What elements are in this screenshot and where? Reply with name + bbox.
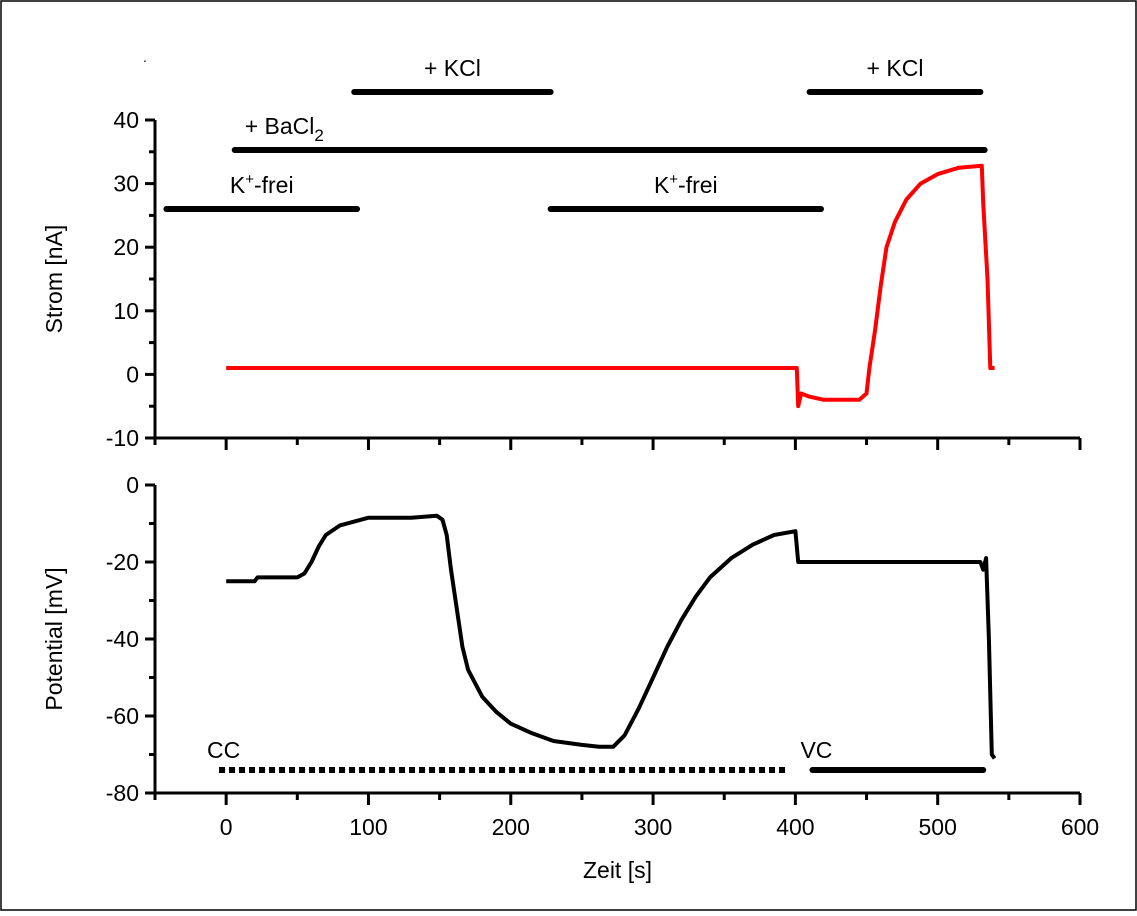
x-tick-label: 600	[1061, 814, 1099, 840]
y-tick-label: 40	[113, 107, 139, 133]
treatment-label: K+-frei	[654, 171, 718, 198]
y-tick-label: -80	[106, 780, 139, 806]
y-tick-label: -40	[106, 626, 139, 652]
y-tick-label: 0	[126, 472, 139, 498]
treatment-label: K+-frei	[230, 171, 294, 198]
x-tick-label: 400	[776, 814, 814, 840]
treatment-label: + KCl	[424, 55, 481, 81]
x-axis-title: Zeit [s]	[583, 857, 652, 883]
y-tick-label: 20	[113, 234, 139, 260]
y-tick-label: -60	[106, 703, 139, 729]
treatment-label: + KCl	[867, 55, 924, 81]
x-tick-label: 200	[492, 814, 530, 840]
potential-panel: -80 -60 -40 -20 0 0 100 200 300 400 500 600 CC VC Po…	[41, 472, 1099, 883]
potential-trace	[226, 513, 997, 760]
y-tick-label: -10	[106, 425, 139, 451]
y-tick-label: 0	[126, 361, 139, 387]
potential-y-axis-title: Potential [mV]	[41, 567, 67, 710]
current-y-axis-title: Strom [nA]	[41, 225, 67, 334]
x-tick-label: 100	[349, 814, 387, 840]
x-tick-label: 300	[634, 814, 672, 840]
y-tick-label: 30	[113, 171, 139, 197]
x-tick-label: 500	[919, 814, 957, 840]
x-tick-label: 0	[220, 814, 233, 840]
mode-label: CC	[207, 737, 240, 763]
mode-label: VC	[800, 737, 832, 763]
current-trace	[226, 163, 995, 409]
stray-dot: .	[143, 49, 147, 65]
y-tick-label: -20	[106, 549, 139, 575]
y-tick-label: 10	[113, 298, 139, 324]
